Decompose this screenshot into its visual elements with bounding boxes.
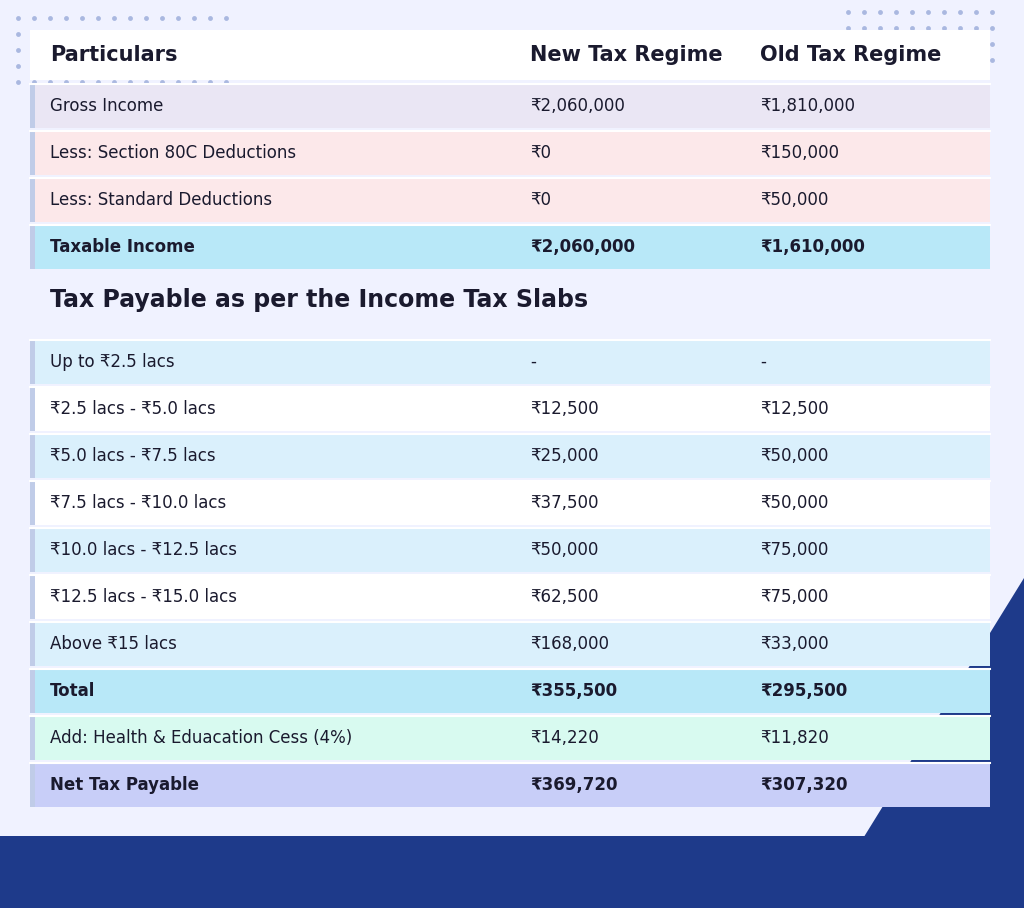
Text: ₹50,000: ₹50,000: [760, 447, 828, 465]
Bar: [30, 178, 990, 222]
Text: Up to ₹2.5 lacs: Up to ₹2.5 lacs: [50, 353, 175, 371]
Text: ₹150,000: ₹150,000: [760, 144, 839, 162]
Bar: [30, 763, 990, 807]
Bar: [30, 716, 990, 760]
Text: -: -: [530, 353, 536, 371]
Bar: [30, 225, 35, 269]
Bar: [30, 30, 990, 80]
Bar: [30, 575, 35, 619]
Text: ₹12,500: ₹12,500: [760, 400, 828, 418]
Text: -: -: [760, 353, 766, 371]
Text: Less: Standard Deductions: Less: Standard Deductions: [50, 191, 272, 209]
Text: ₹2,060,000: ₹2,060,000: [530, 97, 625, 115]
Bar: [0, 836, 1024, 908]
Bar: [30, 669, 35, 713]
Text: ₹75,000: ₹75,000: [760, 588, 828, 606]
Text: ₹10.0 lacs - ₹12.5 lacs: ₹10.0 lacs - ₹12.5 lacs: [50, 541, 237, 559]
Text: Add: Health & Eduacation Cess (4%): Add: Health & Eduacation Cess (4%): [50, 729, 352, 747]
Text: ₹355,500: ₹355,500: [530, 682, 617, 700]
Text: ₹14,220: ₹14,220: [530, 729, 599, 747]
Text: ₹12,500: ₹12,500: [530, 400, 599, 418]
Text: ₹5.0 lacs - ₹7.5 lacs: ₹5.0 lacs - ₹7.5 lacs: [50, 447, 216, 465]
Text: ₹12.5 lacs - ₹15.0 lacs: ₹12.5 lacs - ₹15.0 lacs: [50, 588, 237, 606]
Bar: [30, 575, 990, 619]
Bar: [30, 225, 990, 269]
Text: ₹62,500: ₹62,500: [530, 588, 598, 606]
Text: ₹75,000: ₹75,000: [760, 541, 828, 559]
Text: Less: Section 80C Deductions: Less: Section 80C Deductions: [50, 144, 296, 162]
Text: ₹11,820: ₹11,820: [760, 729, 828, 747]
Text: Tax Payable as per the Income Tax Slabs: Tax Payable as per the Income Tax Slabs: [50, 288, 588, 312]
Text: ₹0: ₹0: [530, 191, 551, 209]
Text: Old Tax Regime: Old Tax Regime: [760, 45, 941, 65]
Bar: [30, 528, 35, 572]
Text: ₹50,000: ₹50,000: [530, 541, 598, 559]
Bar: [30, 763, 35, 807]
Bar: [30, 387, 35, 431]
Bar: [30, 84, 990, 128]
Text: Taxable Income: Taxable Income: [50, 238, 195, 256]
Bar: [30, 528, 990, 572]
Bar: [30, 84, 35, 128]
Text: ₹369,720: ₹369,720: [530, 776, 617, 794]
Text: Net Tax Payable: Net Tax Payable: [50, 776, 199, 794]
Text: Above ₹15 lacs: Above ₹15 lacs: [50, 635, 177, 653]
Text: ₹1,610,000: ₹1,610,000: [760, 238, 865, 256]
Text: ₹37,500: ₹37,500: [530, 494, 598, 512]
Text: ₹50,000: ₹50,000: [760, 494, 828, 512]
Bar: [30, 622, 35, 666]
Text: ₹2.5 lacs - ₹5.0 lacs: ₹2.5 lacs - ₹5.0 lacs: [50, 400, 216, 418]
Text: New Tax Regime: New Tax Regime: [530, 45, 723, 65]
Text: Gross Income: Gross Income: [50, 97, 164, 115]
Text: ₹50,000: ₹50,000: [760, 191, 828, 209]
Bar: [30, 481, 990, 525]
Text: Particulars: Particulars: [50, 45, 177, 65]
Bar: [30, 669, 990, 713]
Text: ₹2,060,000: ₹2,060,000: [530, 238, 635, 256]
Bar: [30, 178, 35, 222]
Text: ₹7.5 lacs - ₹10.0 lacs: ₹7.5 lacs - ₹10.0 lacs: [50, 494, 226, 512]
Bar: [30, 340, 990, 384]
Polygon shape: [820, 578, 1024, 908]
Bar: [30, 340, 35, 384]
Text: Total: Total: [50, 682, 95, 700]
Bar: [30, 622, 990, 666]
Text: ₹307,320: ₹307,320: [760, 776, 848, 794]
Bar: [30, 131, 990, 175]
Bar: [30, 481, 35, 525]
Text: ₹168,000: ₹168,000: [530, 635, 609, 653]
Bar: [30, 434, 990, 478]
Text: ₹25,000: ₹25,000: [530, 447, 598, 465]
Text: ₹1,810,000: ₹1,810,000: [760, 97, 855, 115]
Bar: [30, 434, 35, 478]
Text: ₹0: ₹0: [530, 144, 551, 162]
Bar: [30, 387, 990, 431]
Bar: [30, 716, 35, 760]
Text: ₹295,500: ₹295,500: [760, 682, 847, 700]
Bar: [30, 131, 35, 175]
Text: ₹33,000: ₹33,000: [760, 635, 828, 653]
